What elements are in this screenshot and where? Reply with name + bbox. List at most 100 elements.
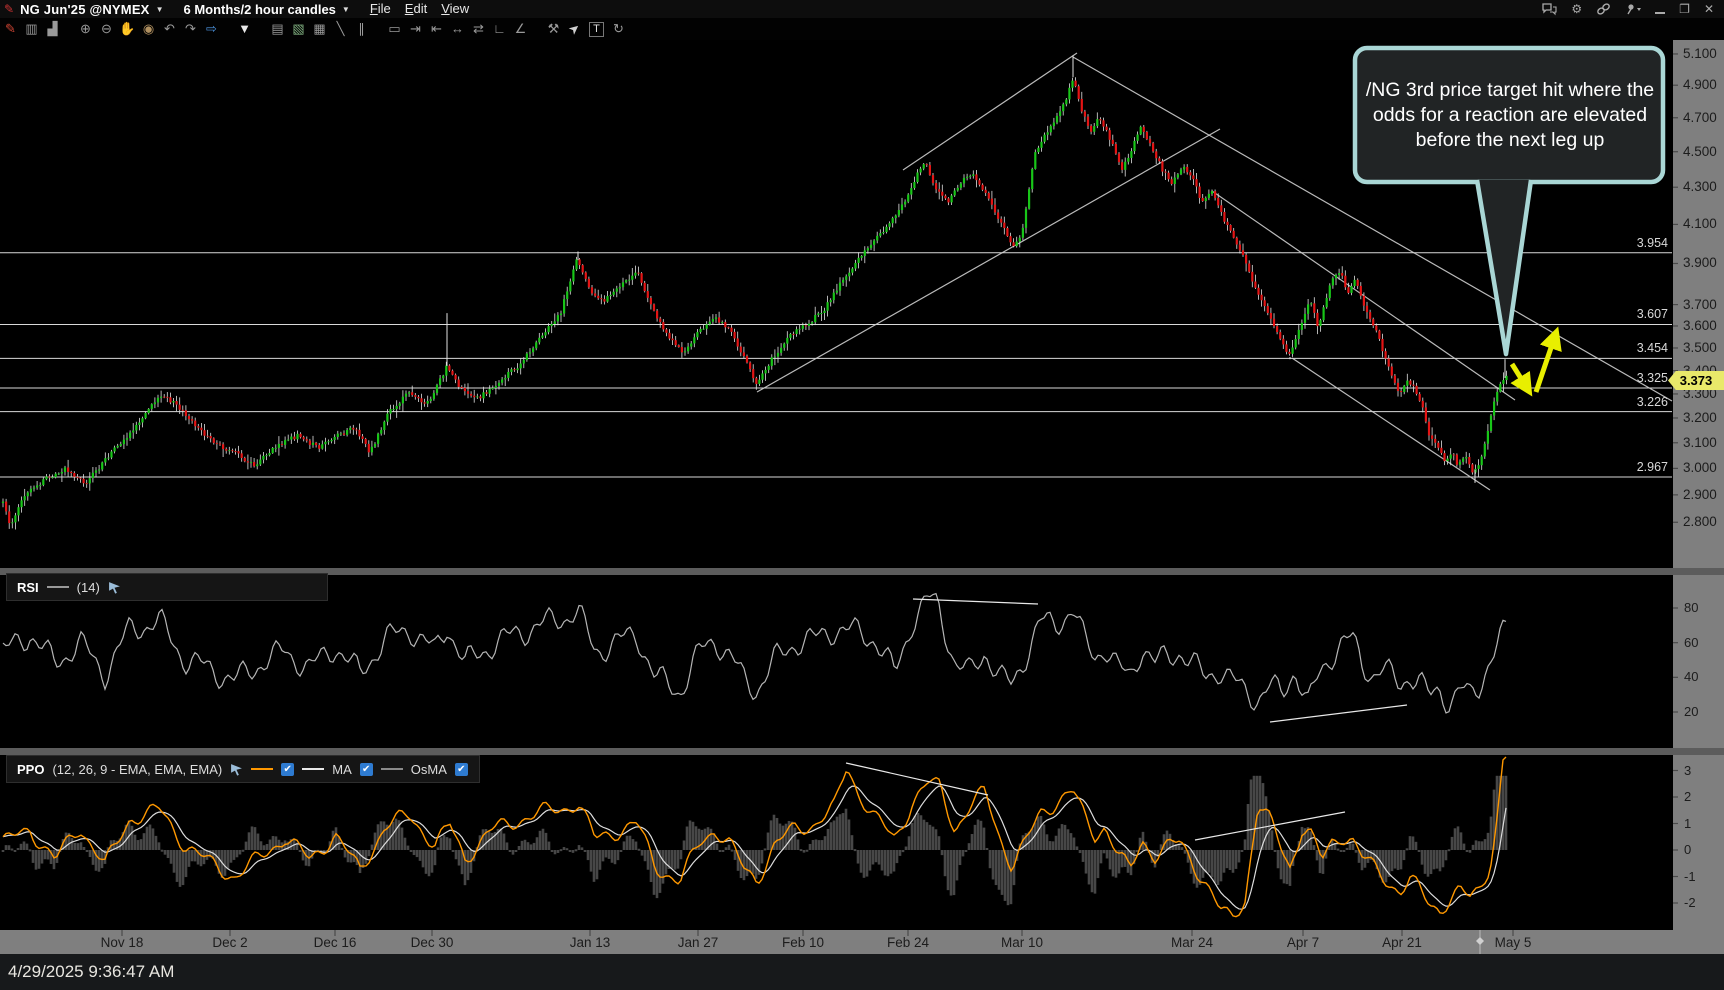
timeframe-selector[interactable]: 6 Months/2 hour candles — [183, 2, 335, 17]
menu-file[interactable]: File — [370, 1, 391, 16]
date-tick-label: Jan 13 — [570, 935, 611, 950]
annotation-callout[interactable]: /NG 3rd price target hit where the odds … — [1362, 54, 1658, 176]
add-study-icon[interactable]: ▧ — [288, 20, 309, 38]
sr-level-label: 2.967 — [1598, 460, 1668, 474]
ppo-title: PPO — [17, 762, 44, 777]
price-tick-label: 3.700 — [1683, 297, 1717, 312]
price-tick-label: 4.100 — [1683, 216, 1717, 231]
sr-level-label: 3.325 — [1598, 371, 1668, 385]
ppo-params: (12, 26, 9 - EMA, EMA, EMA) — [52, 762, 222, 777]
chart-settings-icon[interactable]: ▤ — [267, 20, 288, 38]
undo-icon[interactable]: ↶ — [159, 20, 180, 38]
swap-axis-icon[interactable]: ⇄ — [468, 20, 489, 38]
zoom-out-icon[interactable]: ⊖ — [96, 20, 117, 38]
price-tick-label: 4.700 — [1683, 110, 1717, 125]
rsi-line-sample — [47, 586, 69, 588]
price-tick-label: 3.200 — [1683, 410, 1717, 425]
statusbar: 4/29/2025 9:36:47 AM — [0, 954, 1724, 990]
price-tick-label: 3.000 — [1683, 460, 1717, 475]
annotation-tail — [1477, 180, 1531, 354]
rsi-title: RSI — [17, 580, 39, 595]
pin-icon[interactable] — [1625, 3, 1641, 15]
study-pointer-icon[interactable] — [230, 763, 243, 776]
redo-icon[interactable]: ↷ — [180, 20, 201, 38]
date-axis[interactable] — [0, 930, 1724, 954]
last-price-badge: 3.373 — [1668, 371, 1724, 390]
restore-icon[interactable]: ❐ — [1679, 3, 1690, 15]
ppo-tick-label: -1 — [1684, 869, 1696, 884]
date-tick-label: Dec 30 — [411, 935, 454, 950]
date-tick-label: May 5 — [1495, 935, 1532, 950]
sr-level-label: 3.454 — [1598, 341, 1668, 355]
close-icon[interactable]: ✕ — [1704, 3, 1714, 15]
ppo-osma-sample — [381, 768, 403, 770]
date-tick-label: Apr 7 — [1287, 935, 1319, 950]
pattern-select-icon[interactable]: ▼ — [234, 20, 255, 38]
chat-icon[interactable] — [1542, 3, 1557, 16]
timeframe-caret-icon[interactable]: ▼ — [342, 5, 350, 14]
trendline — [1212, 191, 1515, 400]
expand-horizontal-icon[interactable]: ↔ — [447, 20, 468, 38]
rsi-trendline — [913, 599, 1038, 604]
symbol-selector[interactable]: NG Jun'25 @NYMEX — [20, 2, 150, 17]
menubar: File Edit View — [356, 0, 469, 18]
pan-hand-icon[interactable]: ✋ — [117, 20, 138, 38]
ppo-line-sample — [251, 768, 273, 770]
menu-view[interactable]: View — [441, 1, 469, 16]
text-tool-icon[interactable]: T — [589, 22, 604, 37]
ppo-histogram — [2, 776, 1508, 905]
panel-divider[interactable] — [0, 748, 1724, 755]
bar-chart-icon[interactable]: ▟ — [42, 20, 63, 38]
trading-app-window: ✎ NG Jun'25 @NYMEX ▼ 6 Months/2 hour can… — [0, 0, 1724, 990]
annotation-arrow — [1512, 364, 1527, 388]
parallel-lines-icon[interactable]: ∥ — [351, 20, 372, 38]
price-tick-label: 4.500 — [1683, 144, 1717, 159]
zoom-in-icon[interactable]: ⊕ — [75, 20, 96, 38]
date-tick-label: Feb 10 — [782, 935, 824, 950]
price-tick-label: 3.900 — [1683, 255, 1717, 270]
crosshair-target-icon[interactable]: ◉ — [138, 20, 159, 38]
ppo-tick-label: 1 — [1684, 816, 1691, 831]
date-tick-label: Mar 24 — [1171, 935, 1213, 950]
date-tick-label: Dec 2 — [212, 935, 247, 950]
date-tick-label: Dec 16 — [314, 935, 357, 950]
extend-left-icon[interactable]: ⇤ — [426, 20, 447, 38]
price-tick-label: 4.900 — [1683, 77, 1717, 92]
ppo-trendline — [1195, 812, 1345, 840]
ppo-signal-curve — [3, 786, 1506, 909]
price-axis[interactable] — [1673, 40, 1724, 930]
pointer-tool-icon[interactable]: ➤ — [561, 15, 589, 42]
ppo-ma-label: MA — [332, 762, 352, 777]
trendline — [1292, 358, 1490, 490]
ppo-ma-checkbox[interactable]: ✔ — [360, 763, 373, 776]
candlestick-chart-icon[interactable]: ▥ — [21, 20, 42, 38]
ppo-tick-label: -2 — [1684, 895, 1696, 910]
link-icon[interactable] — [1596, 3, 1611, 15]
compare-chart-icon[interactable]: ▦ — [309, 20, 330, 38]
ppo-line-checkbox[interactable]: ✔ — [281, 763, 294, 776]
angle-snap-icon[interactable]: ∟ — [489, 20, 510, 38]
rsi-header[interactable]: RSI (14) — [6, 573, 328, 601]
rectangle-tool-icon[interactable]: ▭ — [384, 20, 405, 38]
refresh-icon[interactable]: ↻ — [608, 20, 629, 38]
draw-pencil-icon[interactable]: ✎ — [0, 20, 21, 38]
ppo-osma-label: OsMA — [411, 762, 447, 777]
minimize-icon[interactable] — [1655, 5, 1665, 14]
forward-icon[interactable]: ⇨ — [201, 20, 222, 38]
ppo-header[interactable]: PPO (12, 26, 9 - EMA, EMA, EMA) ✔ MA ✔ O… — [6, 755, 480, 783]
angle-measure-icon[interactable]: ∠ — [510, 20, 531, 38]
date-tick-label: Apr 21 — [1382, 935, 1422, 950]
sr-level-label: 3.954 — [1598, 236, 1668, 250]
rsi-trendline — [1270, 705, 1407, 722]
extend-right-icon[interactable]: ⇥ — [405, 20, 426, 38]
ppo-osma-checkbox[interactable]: ✔ — [455, 763, 468, 776]
trendline-tool-icon[interactable]: ╲ — [330, 20, 351, 38]
rsi-curve — [3, 594, 1506, 713]
menu-edit[interactable]: Edit — [405, 1, 427, 16]
app-logo-icon: ✎ — [4, 2, 14, 16]
gear-icon[interactable]: ⚙ — [1571, 3, 1582, 15]
symbol-caret-icon[interactable]: ▼ — [156, 5, 164, 14]
clock-timestamp: 4/29/2025 9:36:47 AM — [8, 962, 174, 982]
titlebar: ✎ NG Jun'25 @NYMEX ▼ 6 Months/2 hour can… — [0, 0, 1724, 18]
study-pointer-icon[interactable] — [108, 581, 121, 594]
